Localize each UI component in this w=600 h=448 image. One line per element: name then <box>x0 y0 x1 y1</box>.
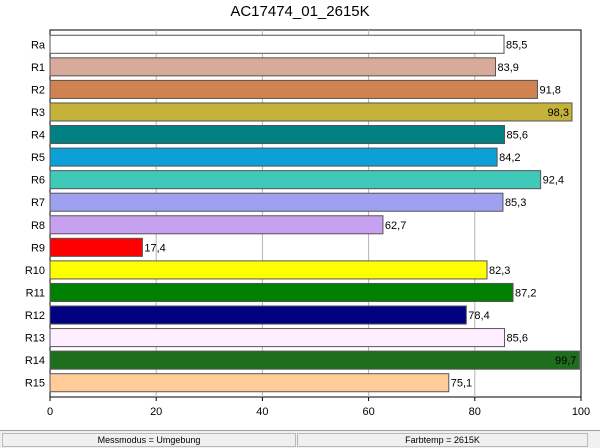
bar-r6 <box>49 170 542 190</box>
bar-chart: Ra R1 R2 R3 R4 R5 R6 R7 R8 R9 R10 R11 R12 R13 R14 R15 8… <box>25 29 590 418</box>
value-label: 87,2 <box>515 287 536 299</box>
x-tick-label: 40 <box>256 406 268 418</box>
bars <box>49 34 580 393</box>
bar-r8 <box>49 215 384 235</box>
x-tick-label: 100 <box>572 406 590 418</box>
category-label: R12 <box>25 310 45 322</box>
category-labels: Ra R1 R2 R3 R4 R5 R6 R7 R8 R9 R10 R11 R12 R13 R14 R15 <box>25 39 46 389</box>
bar-r2 <box>49 79 538 99</box>
bar-r14 <box>49 350 580 370</box>
value-labels: 85,5 83,9 91,8 98,3 85,6 84,2 92,4 85,3 62,7 17,4… <box>144 39 576 389</box>
bar-r13 <box>49 328 506 348</box>
value-label: 17,4 <box>144 242 165 254</box>
bar-r1 <box>49 57 497 77</box>
bar-r12 <box>49 305 467 325</box>
value-label: 91,8 <box>539 84 560 96</box>
bar-r9 <box>49 237 143 257</box>
category-label: R10 <box>25 265 45 277</box>
x-tick-label: 0 <box>47 406 53 418</box>
bar-r7 <box>49 192 504 212</box>
x-axis-ticks: 0 20 40 60 80 100 <box>47 397 590 418</box>
category-label: R2 <box>31 84 45 96</box>
category-label: R5 <box>31 152 45 164</box>
value-label: 82,3 <box>489 265 510 277</box>
x-tick-label: 80 <box>469 406 481 418</box>
category-label: R7 <box>31 197 45 209</box>
category-label: R9 <box>31 242 45 254</box>
status-measure-mode: Messmodus = Umgebung <box>2 433 296 447</box>
value-label: 85,6 <box>507 130 528 142</box>
x-tick-label: 20 <box>150 406 162 418</box>
bar-r10 <box>49 260 488 280</box>
value-label: 84,2 <box>499 152 520 164</box>
x-tick-label: 60 <box>362 406 374 418</box>
status-bar: Messmodus = Umgebung Farbtemp = 2615K <box>0 430 600 448</box>
bar-r3 <box>49 102 573 122</box>
bar-r4 <box>49 125 506 145</box>
category-label: R14 <box>25 355 45 367</box>
category-label: R13 <box>25 333 45 345</box>
category-label: R8 <box>31 220 45 232</box>
status-color-temp: Farbtemp = 2615K <box>297 433 588 447</box>
bar-r11 <box>49 282 514 302</box>
bar-ra <box>49 34 505 54</box>
category-label: R11 <box>26 287 45 299</box>
value-label: 92,4 <box>543 175 564 187</box>
bar-r15 <box>49 373 450 393</box>
bar-r5 <box>49 147 498 167</box>
value-label: 99,7 <box>555 355 576 367</box>
value-label: 85,5 <box>506 39 527 51</box>
category-label: R6 <box>31 175 45 187</box>
category-label: R3 <box>31 107 45 119</box>
category-label: R1 <box>31 62 45 74</box>
value-label: 78,4 <box>468 310 489 322</box>
category-label: R4 <box>31 130 45 142</box>
value-label: 85,3 <box>505 197 526 209</box>
value-label: 98,3 <box>548 107 569 119</box>
category-label: Ra <box>31 39 46 51</box>
category-label: R15 <box>25 378 45 390</box>
chart-title: AC17474_01_2615K <box>230 3 370 20</box>
value-label: 85,6 <box>507 333 528 345</box>
value-label: 83,9 <box>498 62 519 74</box>
value-label: 75,1 <box>451 378 472 390</box>
value-label: 62,7 <box>385 220 406 232</box>
